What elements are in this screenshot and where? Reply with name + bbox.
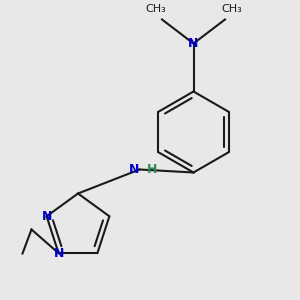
Text: N: N (41, 210, 52, 223)
Text: CH₃: CH₃ (221, 4, 242, 14)
Text: H: H (147, 163, 158, 176)
Text: CH₃: CH₃ (145, 4, 166, 14)
Text: N: N (129, 163, 140, 176)
Text: N: N (53, 247, 64, 260)
Text: N: N (188, 37, 199, 50)
